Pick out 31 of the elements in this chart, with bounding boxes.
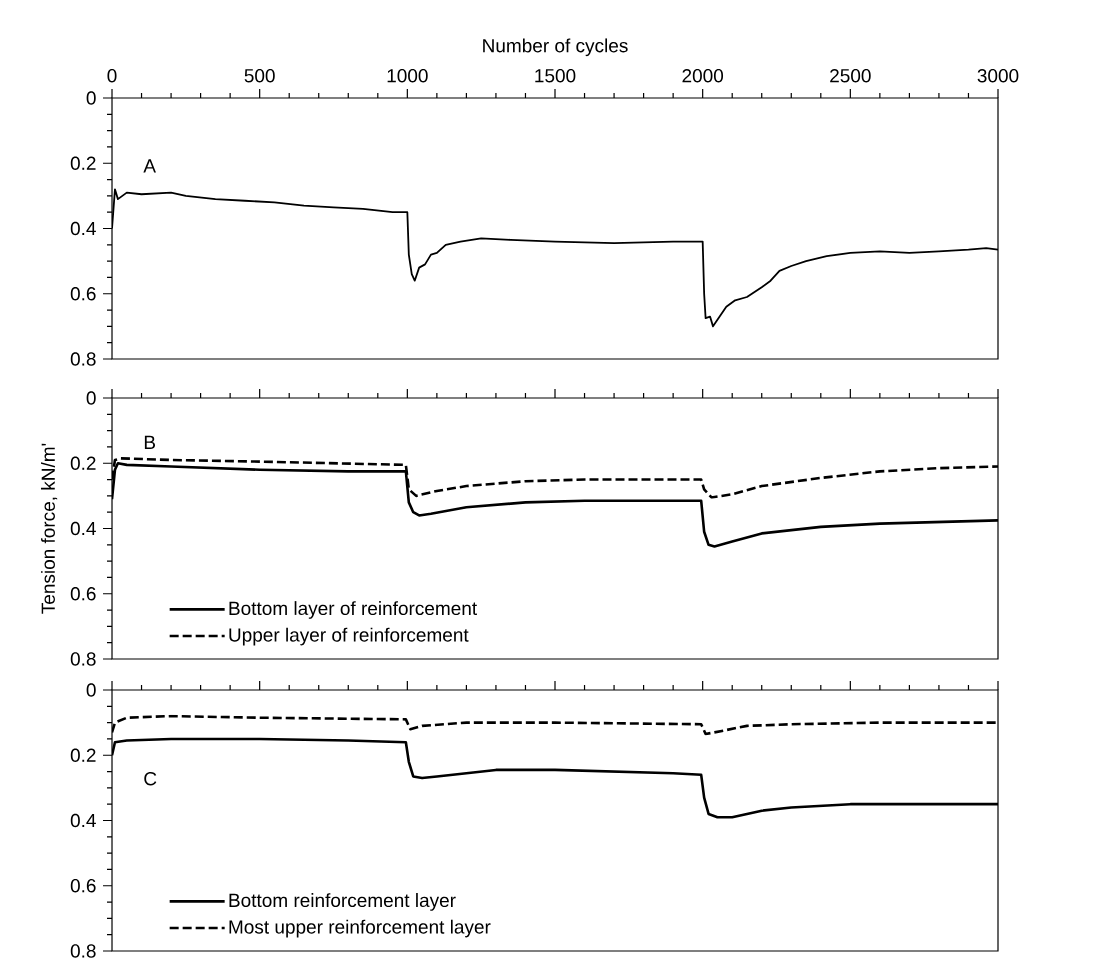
y-tick-label: 0.2 (70, 156, 96, 170)
y-axis-title: Tension force, kN/m' (41, 443, 58, 614)
x-tick-label: 2500 (830, 69, 871, 83)
y-tick-label: 0.6 (70, 287, 96, 301)
x-axis-title: Number of cycles (483, 38, 628, 57)
x-tick-label: 500 (244, 69, 275, 83)
y-tick-label: 0.8 (70, 944, 96, 958)
y-tick-label: 0 (86, 91, 96, 105)
annotation: A (143, 159, 156, 173)
annotation: B (144, 435, 156, 449)
y-tick-label: 0.6 (70, 587, 96, 601)
x-tick-label: 2000 (682, 69, 724, 83)
annotation: C (144, 772, 157, 786)
y-tick-label: 0.2 (70, 748, 96, 762)
y-tick-label: 0 (86, 683, 96, 697)
x-tick-label: 0 (107, 69, 117, 83)
legend-label: Bottom layer of reinforcement (229, 601, 478, 619)
y-tick-label: 0.8 (70, 652, 96, 666)
legend-label: Bottom reinforcement layer (229, 893, 456, 911)
x-tick-label: 1500 (535, 69, 576, 83)
y-tick-label: 0.4 (70, 813, 96, 828)
legend-label: Most upper reinforcement layer (229, 919, 491, 938)
y-tick-label: 0.6 (70, 879, 96, 893)
x-tick-label: 1000 (387, 69, 428, 83)
y-tick-label: 0.4 (70, 221, 96, 236)
y-tick-label: 0.4 (70, 521, 96, 536)
legend-label: Upper layer of reinforcement (229, 627, 469, 646)
y-tick-label: 0 (86, 391, 96, 405)
y-tick-label: 0.8 (70, 352, 96, 366)
x-tick-label: 3000 (977, 69, 1019, 83)
y-tick-label: 0.2 (70, 456, 96, 470)
